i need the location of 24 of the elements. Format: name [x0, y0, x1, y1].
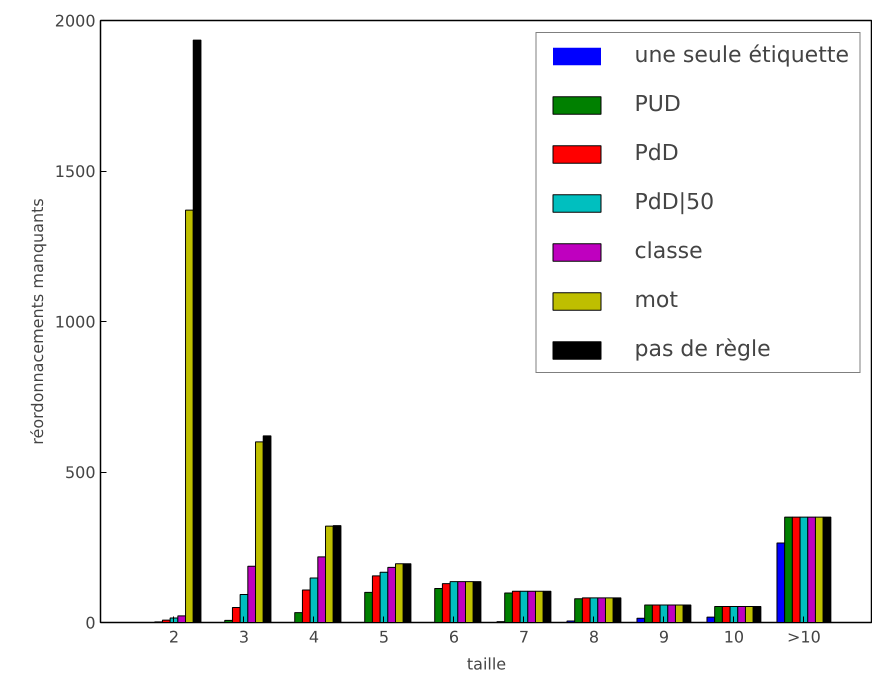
y-tick-label: 2000	[54, 12, 96, 30]
legend-label: classe	[634, 239, 703, 264]
legend-label: une seule étiquette	[634, 43, 849, 68]
x-tick-label: 9	[658, 628, 670, 646]
y-tick-label: 1000	[54, 312, 96, 332]
x-tick-label: >10	[787, 628, 821, 646]
x-tick-label: 5	[378, 628, 390, 646]
x-axis-title: taille	[466, 654, 506, 674]
legend-label: pas de règle	[634, 337, 771, 362]
y-tick-label: 500	[64, 463, 96, 482]
y-tick-label: 0	[85, 614, 96, 632]
legend-label: PUD	[634, 92, 681, 117]
legend-label: PdD	[634, 141, 679, 166]
x-tick-label: 8	[588, 628, 600, 646]
x-tick-label: 10	[724, 628, 744, 646]
x-tick-label: 2	[168, 628, 180, 646]
x-tick-label: 6	[448, 628, 460, 646]
x-tick-label: 3	[238, 628, 250, 646]
x-tick-label: 4	[308, 628, 320, 646]
y-axis-title: réordonnacements manquants	[28, 198, 47, 445]
legend-label: PdD|50	[634, 190, 714, 215]
y-tick-label: 1500	[54, 162, 96, 181]
x-tick-label: 7	[518, 628, 530, 646]
legend-label: mot	[634, 288, 678, 313]
